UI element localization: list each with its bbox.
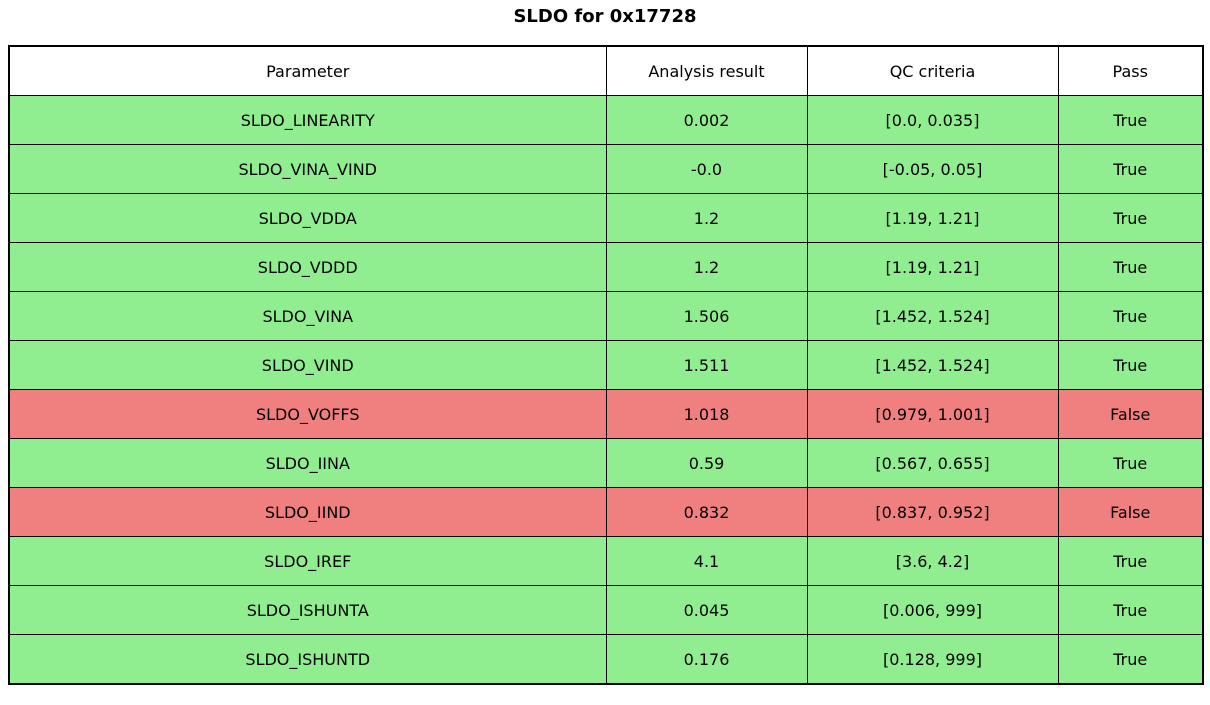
cell-qc-criteria: [-0.05, 0.05] [806, 144, 1059, 194]
cell-parameter: SLDO_VOFFS [8, 389, 607, 439]
table-row: SLDO_VINA_VIND -0.0 [-0.05, 0.05] True [8, 144, 1204, 194]
cell-qc-criteria: [0.128, 999] [806, 634, 1059, 685]
cell-pass: True [1057, 144, 1204, 194]
table-row: SLDO_LINEARITY 0.002 [0.0, 0.035] True [8, 95, 1204, 145]
cell-analysis-result: 0.045 [605, 585, 808, 635]
cell-parameter: SLDO_VIND [8, 340, 607, 390]
table-row: SLDO_IINA 0.59 [0.567, 0.655] True [8, 438, 1204, 488]
cell-qc-criteria: [1.19, 1.21] [806, 193, 1059, 243]
cell-analysis-result: 0.832 [605, 487, 808, 537]
cell-pass: True [1057, 340, 1204, 390]
cell-qc-criteria: [1.19, 1.21] [806, 242, 1059, 292]
cell-pass: True [1057, 242, 1204, 292]
cell-parameter: SLDO_LINEARITY [8, 95, 607, 145]
column-header-analysis-result: Analysis result [605, 45, 808, 96]
cell-parameter: SLDO_IINA [8, 438, 607, 488]
column-header-qc-criteria: QC criteria [806, 45, 1059, 96]
table-body: SLDO_LINEARITY 0.002 [0.0, 0.035] True S… [8, 95, 1204, 685]
cell-parameter: SLDO_ISHUNTD [8, 634, 607, 685]
table-row: SLDO_ISHUNTA 0.045 [0.006, 999] True [8, 585, 1204, 635]
table-row: SLDO_IIND 0.832 [0.837, 0.952] False [8, 487, 1204, 537]
cell-qc-criteria: [3.6, 4.2] [806, 536, 1059, 586]
cell-qc-criteria: [0.567, 0.655] [806, 438, 1059, 488]
cell-analysis-result: 1.511 [605, 340, 808, 390]
cell-pass: True [1057, 95, 1204, 145]
cell-parameter: SLDO_VINA_VIND [8, 144, 607, 194]
cell-analysis-result: 1.2 [605, 193, 808, 243]
table-row: SLDO_IREF 4.1 [3.6, 4.2] True [8, 536, 1204, 586]
table-row: SLDO_VINA 1.506 [1.452, 1.524] True [8, 291, 1204, 341]
cell-parameter: SLDO_VINA [8, 291, 607, 341]
cell-qc-criteria: [1.452, 1.524] [806, 340, 1059, 390]
page-title: SLDO for 0x17728 [513, 6, 697, 27]
cell-pass: True [1057, 291, 1204, 341]
cell-qc-criteria: [1.452, 1.524] [806, 291, 1059, 341]
table-row: SLDO_VOFFS 1.018 [0.979, 1.001] False [8, 389, 1204, 439]
table-row: SLDO_VDDA 1.2 [1.19, 1.21] True [8, 193, 1204, 243]
table-row: SLDO_VIND 1.511 [1.452, 1.524] True [8, 340, 1204, 390]
cell-parameter: SLDO_IIND [8, 487, 607, 537]
cell-pass: True [1057, 585, 1204, 635]
table-row: SLDO_ISHUNTD 0.176 [0.128, 999] True [8, 634, 1204, 685]
cell-pass: True [1057, 536, 1204, 586]
column-header-pass: Pass [1057, 45, 1204, 96]
cell-parameter: SLDO_VDDA [8, 193, 607, 243]
cell-parameter: SLDO_ISHUNTA [8, 585, 607, 635]
qc-table: Parameter Analysis result QC criteria Pa… [8, 45, 1204, 685]
cell-analysis-result: -0.0 [605, 144, 808, 194]
table-header-row: Parameter Analysis result QC criteria Pa… [8, 45, 1204, 96]
cell-analysis-result: 0.59 [605, 438, 808, 488]
cell-pass: True [1057, 193, 1204, 243]
cell-analysis-result: 0.176 [605, 634, 808, 685]
cell-parameter: SLDO_VDDD [8, 242, 607, 292]
cell-analysis-result: 0.002 [605, 95, 808, 145]
cell-qc-criteria: [0.837, 0.952] [806, 487, 1059, 537]
cell-qc-criteria: [0.0, 0.035] [806, 95, 1059, 145]
cell-pass: False [1057, 487, 1204, 537]
cell-parameter: SLDO_IREF [8, 536, 607, 586]
column-header-parameter: Parameter [8, 45, 607, 96]
cell-analysis-result: 4.1 [605, 536, 808, 586]
cell-analysis-result: 1.2 [605, 242, 808, 292]
cell-qc-criteria: [0.979, 1.001] [806, 389, 1059, 439]
cell-analysis-result: 1.506 [605, 291, 808, 341]
cell-pass: True [1057, 634, 1204, 685]
cell-analysis-result: 1.018 [605, 389, 808, 439]
table-row: SLDO_VDDD 1.2 [1.19, 1.21] True [8, 242, 1204, 292]
cell-pass: True [1057, 438, 1204, 488]
cell-qc-criteria: [0.006, 999] [806, 585, 1059, 635]
cell-pass: False [1057, 389, 1204, 439]
